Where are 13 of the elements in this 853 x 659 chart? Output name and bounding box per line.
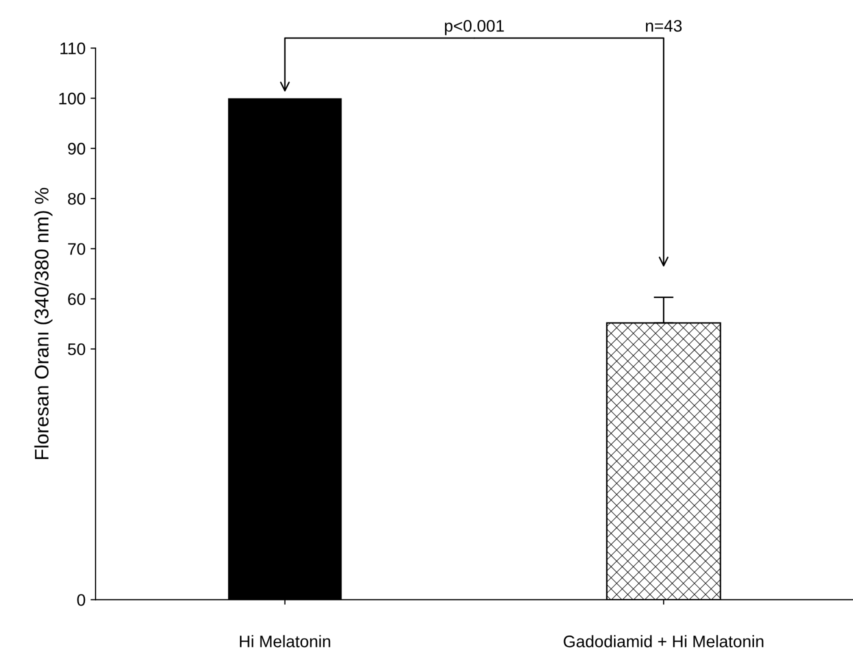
y-tick-label: 0	[77, 594, 86, 606]
x-tick-label: Gadodiamid + Hi Melatonin	[564, 635, 764, 648]
y-tick-label: 50	[68, 343, 86, 356]
y-tick-label: 70	[68, 243, 86, 255]
y-tick-label: 110	[60, 42, 86, 54]
y-tick-label: 90	[68, 142, 86, 155]
y-axis-title: Floresan Oranı (340/380 nm) %	[34, 188, 52, 460]
text: p<0.001	[444, 20, 504, 36]
y-tick-label: 60	[68, 293, 86, 306]
y-tick-label: 80	[68, 192, 86, 205]
y-tick-label: 100	[59, 92, 86, 104]
text: n=43	[646, 20, 682, 32]
x-tick-label: Hi Melatonin	[240, 635, 330, 648]
